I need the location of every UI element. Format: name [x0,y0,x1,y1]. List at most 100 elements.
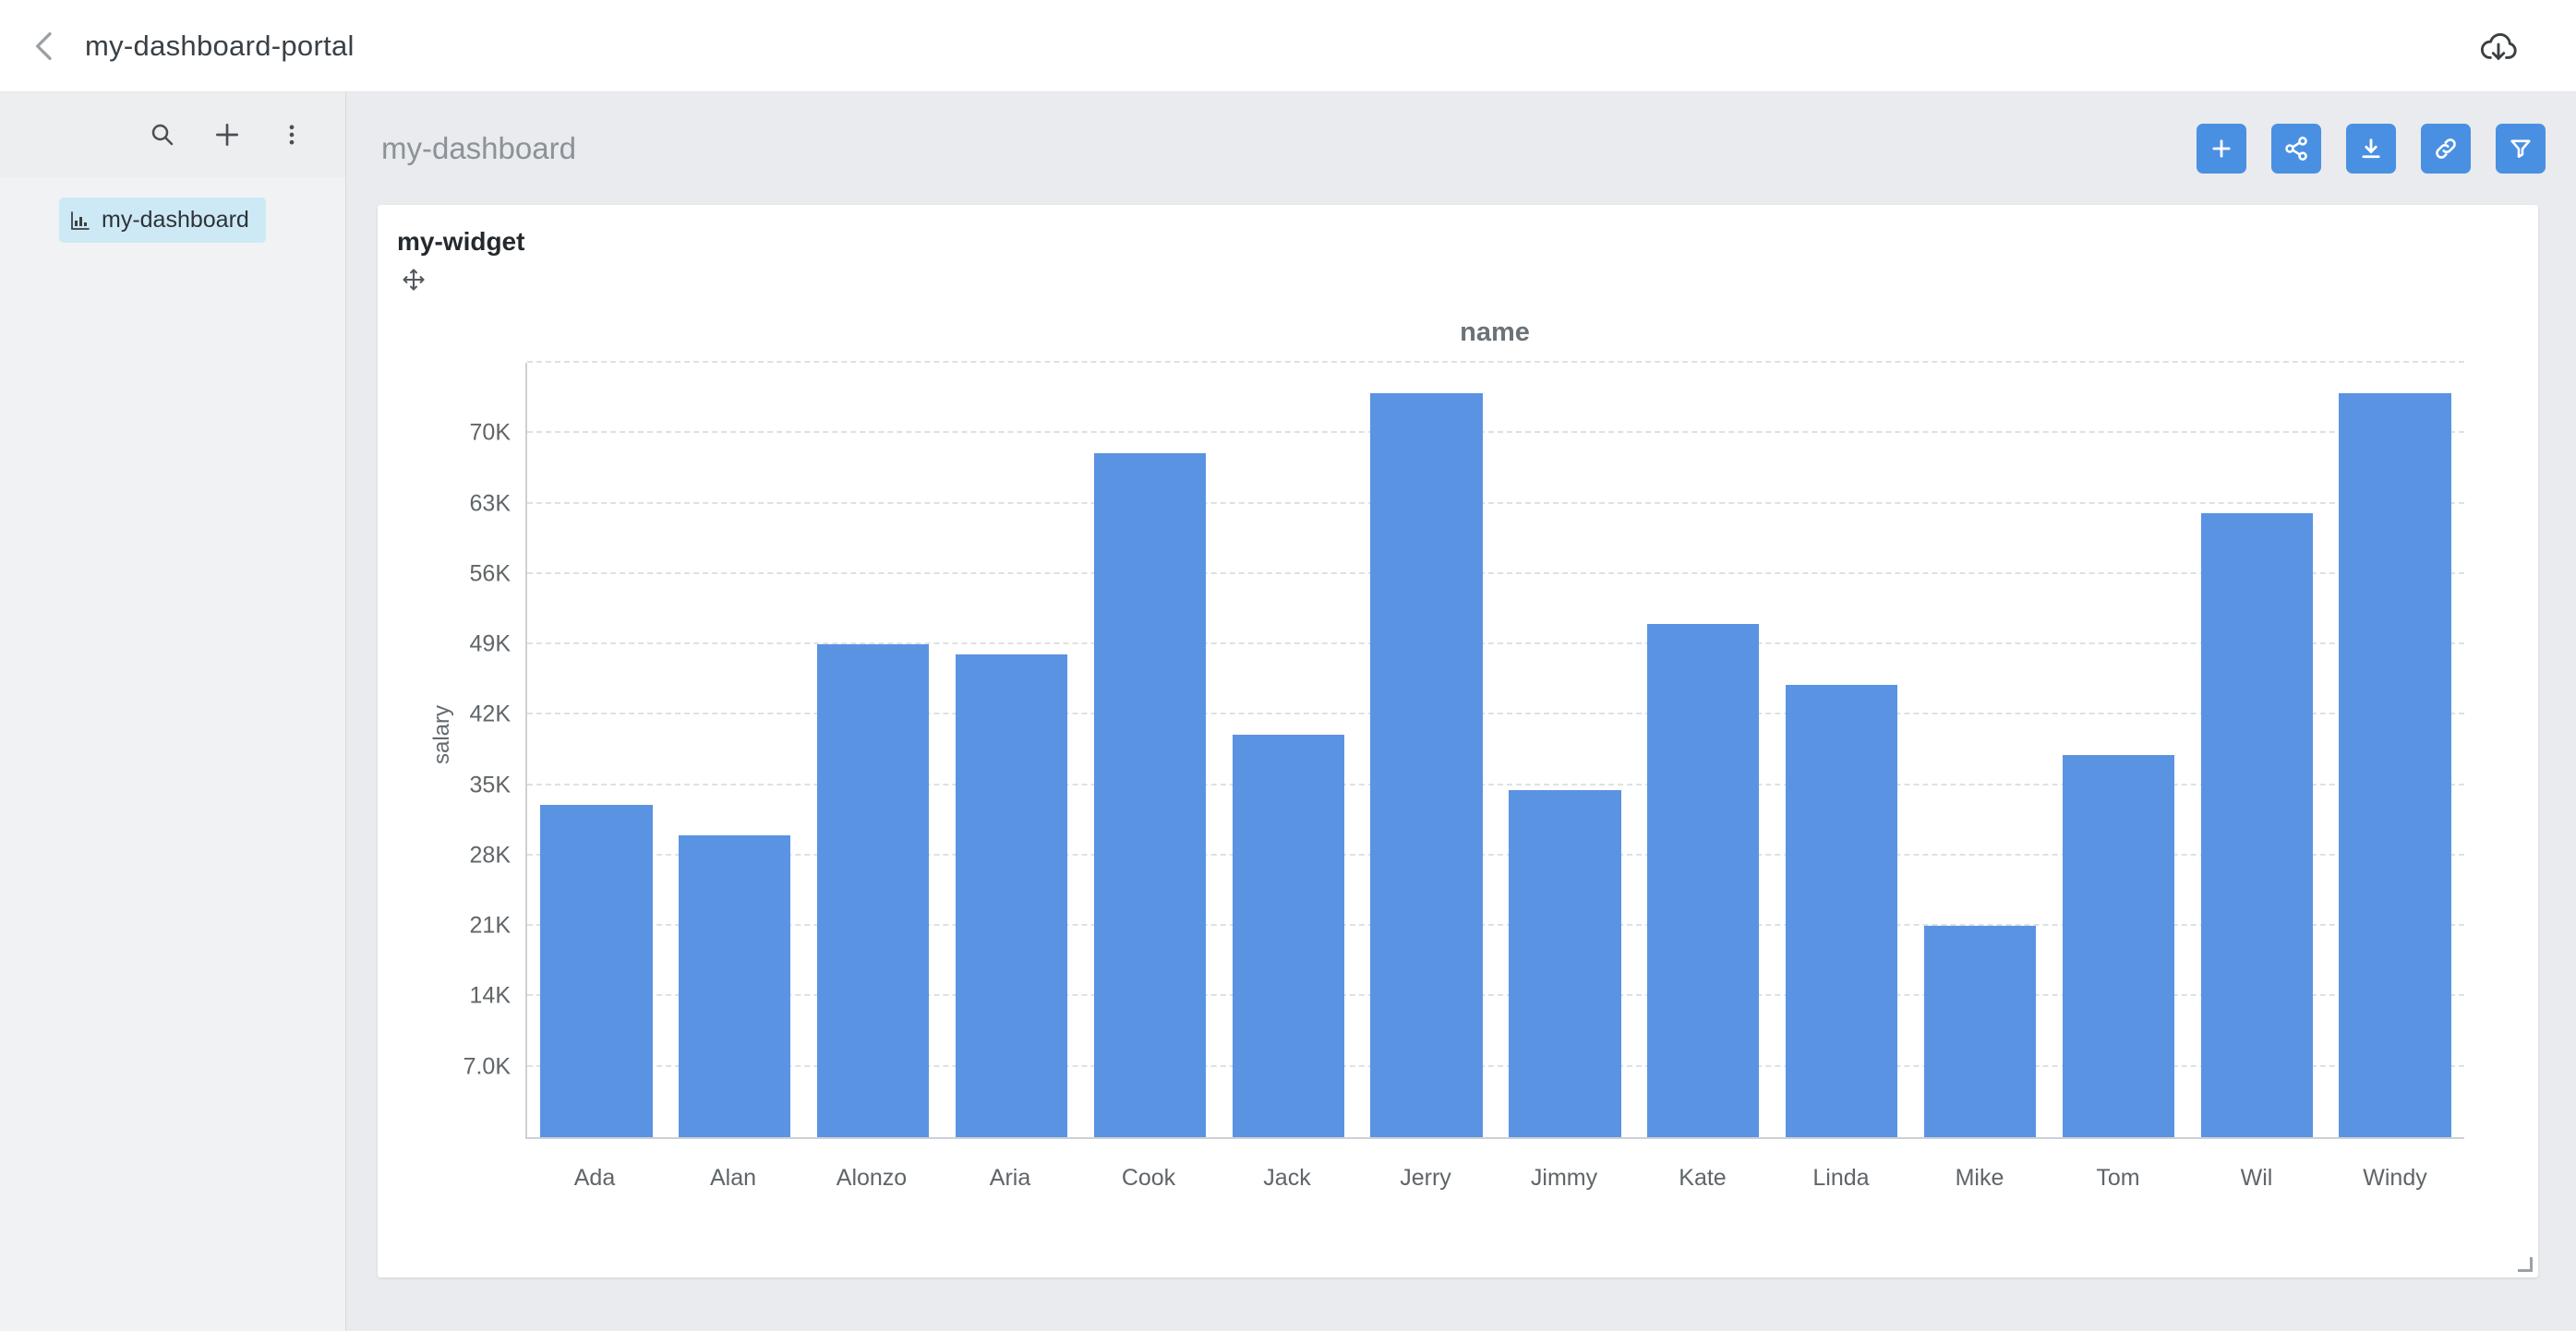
cloud-download-button[interactable] [2469,17,2528,76]
bar-slot [666,363,804,1137]
chart-icon [71,210,90,230]
x-tick-label: Alonzo [836,1165,908,1191]
kebab-menu-icon[interactable] [273,116,310,153]
gridline [527,713,2464,715]
bar-aria[interactable] [955,654,1068,1137]
x-tick-label: Cook [1121,1165,1176,1191]
gridline [527,501,2464,504]
download-button[interactable] [2346,124,2396,174]
bar-slot [1080,363,1219,1137]
bar-ada[interactable] [540,805,653,1137]
download-icon [2362,138,2380,159]
y-axis-label: salary [429,704,455,765]
x-tick-label: Alan [709,1165,757,1191]
bar-kate[interactable] [1647,624,1760,1137]
gridline [527,924,2464,927]
share-icon [2285,137,2307,161]
sidebar-item-my-dashboard[interactable]: my-dashboard [59,198,266,243]
bar-slot [804,363,943,1137]
x-tick-label: Linda [1812,1165,1870,1191]
y-tick-label: 63K [469,490,511,517]
x-axis-labels: Ada Alan Alonzo Aria Cook Jack Jerry Jimmy Kate L… [525,1165,2464,1192]
x-tick-label: Aria [989,1165,1031,1191]
bar-jack[interactable] [1232,735,1344,1137]
bar-alan[interactable] [679,835,791,1137]
bar-slot [943,363,1081,1137]
y-tick-label: 7.0K [463,1053,511,1080]
widget-title: my-widget [397,227,525,256]
filter-button[interactable] [2496,124,2546,174]
bar-slot [2187,363,2326,1137]
link-icon [2436,138,2456,159]
bar-jerry[interactable] [1370,392,1483,1137]
y-tick-label: 35K [469,772,511,798]
sidebar-toolbar [0,92,345,177]
main-area: my-dashboard my-wid [347,92,2576,1331]
bar-mike[interactable] [1923,926,2037,1137]
bar-tom[interactable] [2062,754,2175,1137]
move-icon[interactable] [400,266,427,294]
plus-icon [2212,139,2231,158]
gridline [527,361,2464,363]
link-button[interactable] [2421,124,2471,174]
y-tick-label: 42K [469,701,511,727]
filter-icon [2510,139,2531,159]
x-tick-label: Tom [2096,1165,2140,1191]
bar-slot [527,363,666,1137]
chart-title: name [1460,318,1530,347]
sidebar-item-label: my-dashboard [102,207,249,233]
bar-slot [1634,363,1773,1137]
x-tick-label: Kate [1679,1165,1727,1191]
gridline [527,853,2464,856]
x-tick-label: Windy [2363,1165,2427,1191]
gridline [527,642,2464,645]
x-tick-label: Wil [2240,1165,2273,1191]
x-tick-label: Mike [1955,1165,2004,1191]
x-tick-label: Jimmy [1530,1165,1598,1191]
dashboard-title: my-dashboard [381,131,576,165]
bar-cook[interactable] [1093,453,1207,1137]
plot-area: 7.0K 14K 21K 28K 35K 42K 49K 56K 63K 70K [463,361,2464,1139]
gridline [527,571,2464,574]
dashboard-toolbar [2197,124,2546,174]
x-tick-label: Jerry [1400,1165,1451,1191]
add-widget-button[interactable] [2197,124,2246,174]
widget-card: my-widget name salary 7.0K 14K 21K 28K 35K 42… [378,205,2538,1277]
bar-slot [2326,363,2464,1137]
bar-alonzo[interactable] [816,644,930,1137]
topbar: my-dashboard-portal [0,0,2576,92]
gridline [527,994,2464,997]
bar-slot [2049,363,2187,1137]
bar-slot [1911,363,2050,1137]
bar-windy[interactable] [2339,392,2451,1137]
bar-series [527,363,2464,1137]
gridline [527,783,2464,785]
search-icon[interactable] [144,116,181,153]
bar-wil[interactable] [2200,513,2313,1137]
share-button[interactable] [2271,124,2321,174]
portal-title: my-dashboard-portal [85,29,355,62]
y-tick-label: 70K [469,419,511,446]
cloud-download-icon [2480,32,2517,60]
bar-slot [1357,363,1496,1137]
bar-slot [1496,363,1634,1137]
add-icon[interactable] [209,116,246,153]
dashboard-header: my-dashboard [347,92,2576,205]
y-tick-label: 56K [469,560,511,587]
resize-handle-icon[interactable] [2518,1257,2533,1272]
y-tick-label: 14K [469,982,511,1009]
gridline [527,1064,2464,1067]
bar-slot [1773,363,1911,1137]
x-tick-label: Ada [573,1165,616,1191]
bar-slot [1219,363,1357,1137]
y-tick-label: 49K [469,630,511,657]
bar-jimmy[interactable] [1509,790,1621,1137]
x-tick-label: Jack [1263,1165,1311,1191]
gridline [527,431,2464,434]
back-button[interactable] [13,14,78,78]
chevron-left-icon [36,31,52,60]
y-tick-label: 28K [469,842,511,869]
bar-linda[interactable] [1785,684,1898,1137]
sidebar: my-dashboard [0,92,346,1331]
